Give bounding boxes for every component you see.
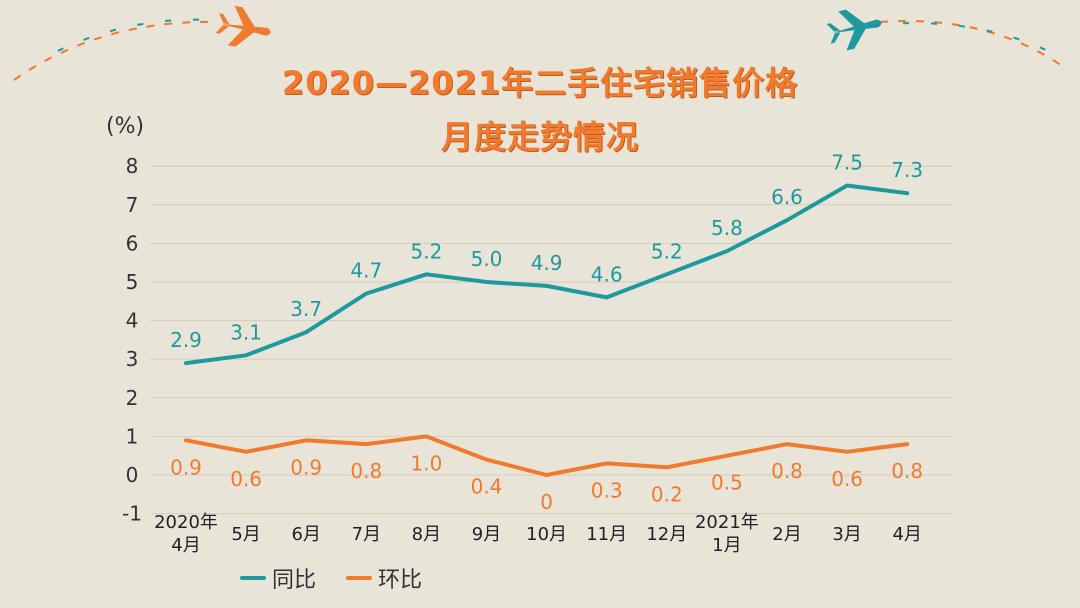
data-label-mom: 0.9 — [170, 455, 202, 479]
chart-title-line2: 月度走势情况 — [440, 118, 639, 156]
x-tick-label: 1月 — [712, 535, 741, 556]
x-tick-label: 4月 — [171, 535, 200, 556]
x-tick-label: 10月 — [526, 524, 567, 545]
y-axis-ticks: 8 7 6 5 4 3 2 1 0 -1 — [122, 154, 142, 525]
flight-path-right-2 — [884, 22, 1051, 53]
data-label-mom: 0.9 — [290, 455, 322, 479]
legend-swatch-yoy — [240, 576, 266, 580]
legend-item-mom[interactable]: 环比 — [346, 562, 422, 594]
data-label-mom: 0.3 — [591, 478, 623, 502]
legend-label-mom: 环比 — [378, 568, 423, 593]
legend-swatch-mom — [346, 576, 372, 580]
airplane-icon-left — [215, 5, 271, 47]
data-label-yoy: 5.8 — [711, 216, 743, 240]
x-tick-label: 2020年 — [154, 512, 218, 533]
data-label-mom: 0.5 — [711, 471, 743, 495]
y-axis-unit: (%) — [106, 114, 145, 139]
y-tick-label: 3 — [126, 347, 139, 371]
data-label-mom: 0 — [540, 490, 553, 514]
y-tick-label: 8 — [126, 154, 139, 178]
x-tick-label: 4月 — [892, 524, 921, 545]
y-tick-label: 5 — [126, 270, 139, 294]
x-tick-label: 5月 — [231, 524, 260, 545]
legend-item-yoy[interactable]: 同比 — [240, 562, 316, 594]
data-label-mom: 1.0 — [410, 451, 442, 475]
data-label-mom: 0.8 — [350, 459, 382, 483]
data-label-yoy: 4.7 — [350, 259, 382, 283]
flight-path-left — [13, 20, 216, 81]
data-label-yoy: 6.6 — [771, 185, 803, 209]
x-tick-label: 8月 — [412, 524, 441, 545]
data-label-mom: 0.6 — [831, 467, 863, 491]
data-label-yoy: 7.3 — [891, 158, 923, 182]
airplane-icon-right — [826, 9, 882, 51]
x-tick-label: 9月 — [472, 524, 501, 545]
data-label-yoy: 5.0 — [471, 247, 503, 271]
data-label-yoy: 5.2 — [410, 239, 442, 263]
y-tick-label: 0 — [126, 463, 139, 487]
data-label-mom: 0.2 — [651, 482, 683, 506]
series-lines — [184, 183, 910, 477]
data-label-yoy: 2.9 — [170, 328, 202, 352]
y-tick-label: 7 — [126, 193, 139, 217]
y-tick-label: 1 — [126, 424, 139, 448]
series-line-yoy — [184, 183, 910, 366]
x-tick-label: 2月 — [772, 524, 801, 545]
y-tick-label: 6 — [126, 231, 139, 255]
chart-title-line1: 2020—2021年二手住宅销售价格 — [281, 64, 799, 102]
x-tick-label: 6月 — [291, 524, 320, 545]
grid-lines — [150, 165, 952, 515]
y-tick-label: 4 — [126, 309, 139, 333]
x-tick-label: 3月 — [832, 524, 861, 545]
data-label-yoy: 4.9 — [531, 251, 563, 275]
data-label-yoy: 7.5 — [831, 151, 863, 175]
legend-label-yoy: 同比 — [272, 568, 317, 593]
data-label-mom: 0.8 — [771, 459, 803, 483]
y-tick-label: -1 — [122, 502, 142, 526]
data-label-mom: 0.6 — [230, 467, 262, 491]
x-tick-label: 7月 — [352, 524, 381, 545]
data-labels: 2.9 3.1 3.7 4.7 5.2 5.0 4.9 4.6 5.2 5.8 6.6 7.5 7.3 0… — [170, 151, 923, 515]
y-tick-label: 2 — [126, 386, 139, 410]
flight-path-left-2 — [39, 18, 211, 61]
data-label-yoy: 4.6 — [591, 262, 623, 286]
x-tick-label: 11月 — [586, 524, 627, 545]
data-label-yoy: 3.1 — [230, 320, 262, 344]
data-label-mom: 0.8 — [891, 459, 923, 483]
x-tick-label: 2021年 — [695, 512, 759, 533]
data-label-yoy: 5.2 — [651, 239, 683, 263]
series-line-mom — [184, 434, 910, 477]
x-tick-label: 12月 — [646, 524, 687, 545]
data-label-mom: 0.4 — [471, 475, 503, 499]
data-label-yoy: 3.7 — [290, 297, 322, 321]
